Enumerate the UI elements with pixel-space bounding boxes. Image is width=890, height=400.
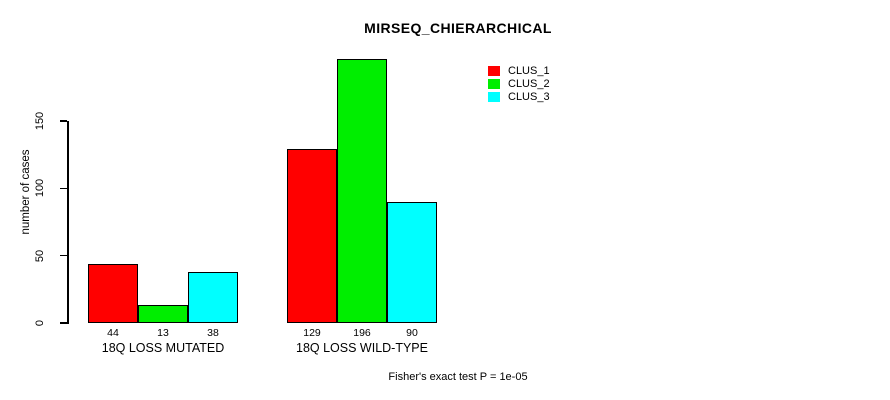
legend-item-clus-1: CLUS_1: [488, 64, 550, 77]
y-tick-label-150: 150: [34, 111, 46, 131]
legend-label-clus-3: CLUS_3: [508, 90, 550, 103]
y-tick-mark-0: [60, 322, 67, 324]
bar-value-label-clus_3-group-1: 90: [406, 327, 418, 339]
legend-item-clus-3: CLUS_3: [488, 90, 550, 103]
legend: CLUS_1 CLUS_2 CLUS_3: [488, 64, 550, 103]
y-tick-mark-50: [60, 254, 67, 257]
y-axis-line: [67, 121, 69, 324]
bar-clus_2-group-1: [337, 59, 387, 323]
legend-label-clus-1: CLUS_1: [508, 64, 550, 77]
bar-value-label-clus_3-group-0: 38: [207, 327, 219, 339]
bar-clus_3-group-0: [188, 272, 238, 323]
legend-swatch-clus-3: [488, 91, 500, 102]
category-label-mutated: 18Q LOSS MUTATED: [101, 341, 225, 355]
y-tick-label-0: 0: [34, 319, 46, 327]
y-tick-mark-100: [60, 187, 67, 190]
y-tick-label-50: 50: [34, 249, 46, 262]
bar-clus_1-group-1: [287, 149, 337, 323]
chart-title: MIRSEQ_CHIERARCHICAL: [364, 20, 552, 36]
y-tick-mark-150: [60, 120, 67, 122]
legend-swatch-clus-2: [488, 78, 500, 89]
bar-value-label-clus_1-group-1: 129: [303, 327, 321, 339]
y-tick-label-100: 100: [34, 179, 46, 198]
legend-item-clus-2: CLUS_2: [488, 77, 550, 90]
bar-clus_3-group-1: [387, 202, 437, 323]
legend-swatch-clus-1: [488, 65, 500, 76]
bar-clus_1-group-0: [88, 264, 138, 323]
legend-label-clus-2: CLUS_2: [508, 77, 550, 90]
bar-value-label-clus_1-group-0: 44: [107, 327, 119, 339]
bar-value-label-clus_2-group-0: 13: [157, 327, 169, 339]
fisher-test-annotation: Fisher's exact test P = 1e-05: [388, 371, 528, 383]
bar-clus_2-group-0: [138, 305, 188, 323]
category-label-wild-type: 18Q LOSS WILD-TYPE: [296, 341, 428, 355]
y-axis-label: number of cases: [20, 149, 32, 235]
bar-value-label-clus_2-group-1: 196: [353, 327, 371, 339]
